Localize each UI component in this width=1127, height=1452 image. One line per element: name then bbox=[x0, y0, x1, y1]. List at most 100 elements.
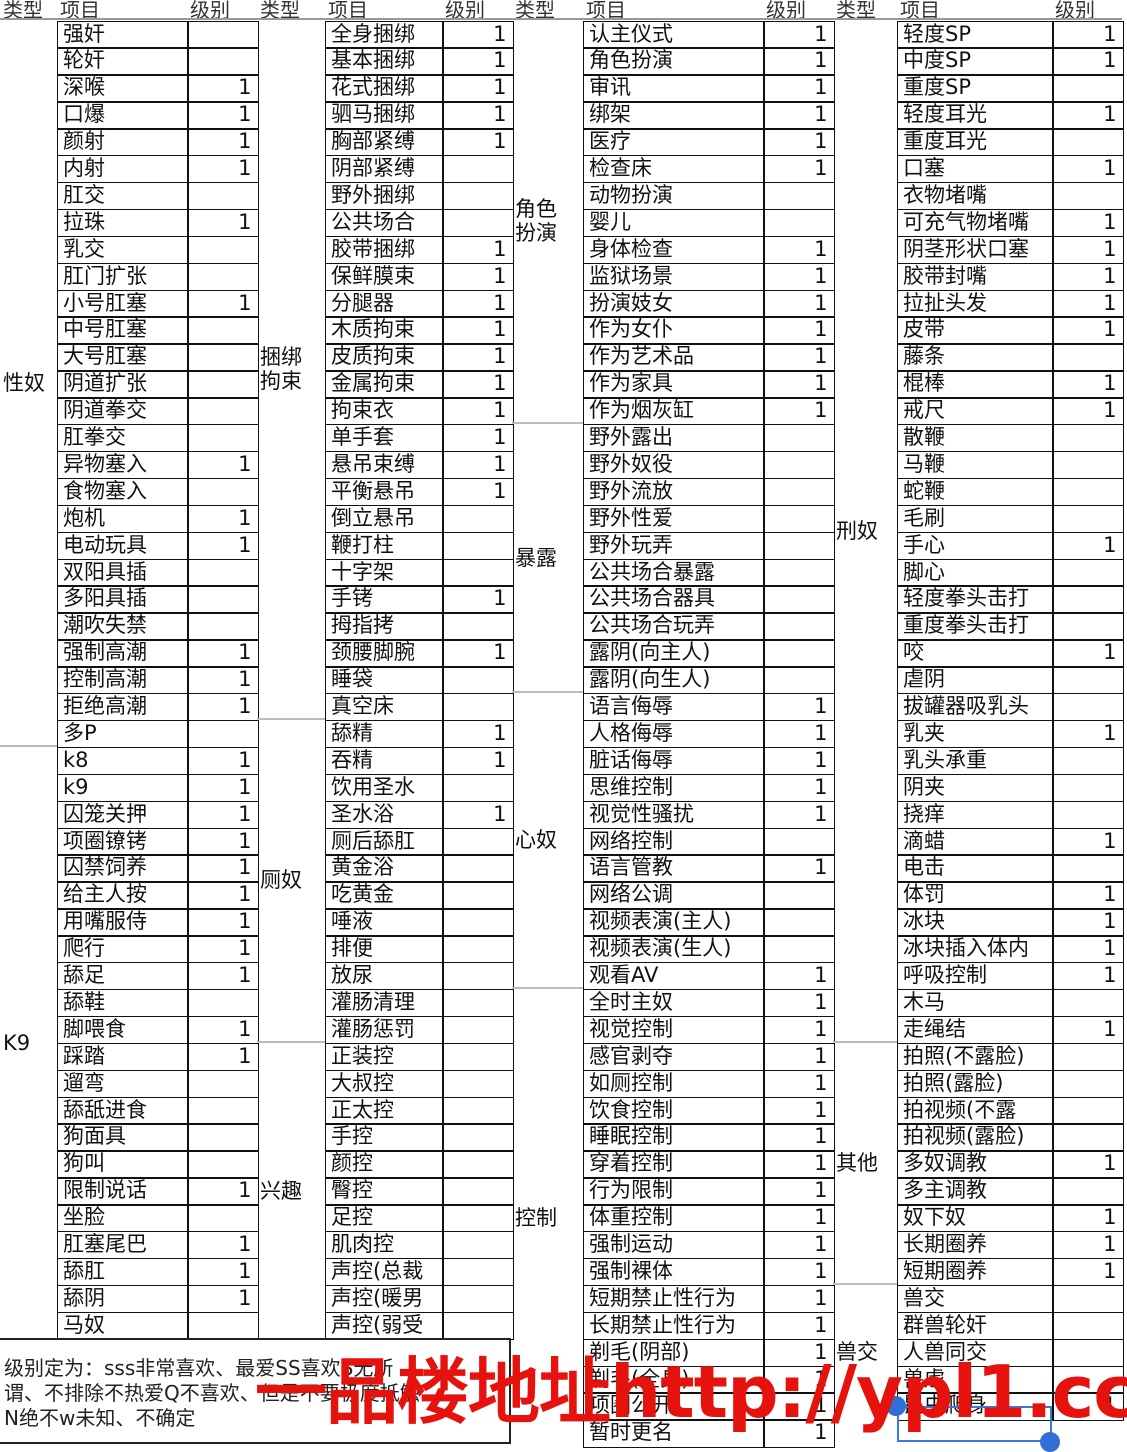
level-cell[interactable] bbox=[187, 612, 259, 641]
level-cell[interactable]: 1 bbox=[1052, 397, 1124, 426]
item-cell[interactable]: 拍视频(露脸) bbox=[897, 1123, 1054, 1152]
item-cell[interactable]: 戒尺 bbox=[897, 397, 1054, 426]
level-cell[interactable] bbox=[1052, 854, 1124, 883]
item-cell[interactable]: 感官剥夺 bbox=[583, 1042, 765, 1072]
item-cell[interactable]: 十字架 bbox=[325, 558, 444, 587]
item-cell[interactable]: 行为限制 bbox=[583, 1177, 765, 1206]
level-cell[interactable] bbox=[187, 316, 259, 345]
item-cell[interactable]: 肛塞尾巴 bbox=[57, 1231, 189, 1260]
level-cell[interactable] bbox=[187, 397, 259, 426]
item-cell[interactable]: 群兽轮奸 bbox=[897, 1311, 1054, 1341]
item-cell[interactable]: k8 bbox=[57, 746, 189, 776]
level-cell[interactable] bbox=[1052, 558, 1124, 587]
level-cell[interactable] bbox=[1052, 128, 1124, 157]
level-cell[interactable] bbox=[1052, 181, 1124, 211]
level-cell[interactable]: 1 bbox=[763, 1311, 835, 1341]
level-cell[interactable] bbox=[763, 208, 835, 238]
item-cell[interactable]: 坐脸 bbox=[57, 1204, 189, 1233]
item-cell[interactable]: 作为女仆 bbox=[583, 316, 765, 345]
level-cell[interactable]: 1 bbox=[763, 155, 835, 184]
item-cell[interactable]: 基本捆绑 bbox=[325, 47, 444, 76]
item-cell[interactable]: 暂时更名 bbox=[583, 1419, 765, 1448]
level-cell[interactable] bbox=[763, 612, 835, 641]
item-cell[interactable]: 食物塞入 bbox=[57, 477, 189, 507]
item-cell[interactable]: 肛拳交 bbox=[57, 424, 189, 453]
item-cell[interactable]: 散鞭 bbox=[897, 424, 1054, 453]
level-cell[interactable]: 1 bbox=[1052, 1015, 1124, 1045]
item-cell[interactable]: 正装控 bbox=[325, 1042, 444, 1072]
level-cell[interactable] bbox=[187, 181, 259, 211]
level-cell[interactable] bbox=[187, 424, 259, 453]
level-cell[interactable]: 1 bbox=[763, 1015, 835, 1045]
item-cell[interactable]: 作为艺术品 bbox=[583, 343, 765, 372]
level-cell[interactable]: 1 bbox=[187, 746, 259, 776]
item-cell[interactable]: 唾液 bbox=[325, 908, 444, 937]
item-cell[interactable]: 囚禁饲养 bbox=[57, 854, 189, 883]
item-cell[interactable]: 审讯 bbox=[583, 74, 765, 103]
item-cell[interactable]: 饮用圣水 bbox=[325, 773, 444, 803]
level-cell[interactable] bbox=[763, 477, 835, 507]
level-cell[interactable]: 1 bbox=[763, 1257, 835, 1287]
level-cell[interactable]: 1 bbox=[763, 1123, 835, 1152]
item-cell[interactable]: 大叔控 bbox=[325, 1069, 444, 1098]
item-cell[interactable]: 脚心 bbox=[897, 558, 1054, 587]
level-cell[interactable]: 1 bbox=[187, 1015, 259, 1045]
level-cell[interactable]: 1 bbox=[1052, 101, 1124, 130]
item-cell[interactable]: 肛门扩张 bbox=[57, 262, 189, 291]
item-cell[interactable]: 绑架 bbox=[583, 101, 765, 130]
level-cell[interactable]: 1 bbox=[1052, 208, 1124, 238]
level-cell[interactable]: 1 bbox=[763, 235, 835, 265]
item-cell[interactable]: 轻度SP bbox=[897, 20, 1054, 49]
item-cell[interactable]: 冰块插入体内 bbox=[897, 935, 1054, 964]
level-cell[interactable] bbox=[187, 235, 259, 265]
level-cell[interactable]: 1 bbox=[763, 316, 835, 345]
level-cell[interactable] bbox=[1052, 1096, 1124, 1125]
level-cell[interactable]: 1 bbox=[187, 962, 259, 991]
item-cell[interactable]: 舔精 bbox=[325, 719, 444, 749]
cell-selection-box[interactable] bbox=[897, 1406, 1052, 1442]
level-cell[interactable] bbox=[1052, 1042, 1124, 1072]
item-cell[interactable]: 马奴 bbox=[57, 1311, 189, 1341]
level-cell[interactable]: 1 bbox=[763, 693, 835, 722]
item-cell[interactable]: 网络公调 bbox=[583, 881, 765, 910]
item-cell[interactable]: 多主调教 bbox=[897, 1177, 1054, 1206]
item-cell[interactable]: 思维控制 bbox=[583, 773, 765, 803]
level-cell[interactable] bbox=[442, 1311, 514, 1341]
level-cell[interactable]: 1 bbox=[442, 477, 514, 507]
item-cell[interactable]: 项圈镣铐 bbox=[57, 827, 189, 856]
level-cell[interactable]: 1 bbox=[763, 101, 835, 130]
item-cell[interactable]: 限制说话 bbox=[57, 1177, 189, 1206]
item-cell[interactable]: 悬吊束缚 bbox=[325, 450, 444, 480]
item-cell[interactable]: 轮奸 bbox=[57, 47, 189, 76]
item-cell[interactable]: 野外露出 bbox=[583, 424, 765, 453]
level-cell[interactable]: 1 bbox=[187, 854, 259, 883]
level-cell[interactable] bbox=[1052, 773, 1124, 803]
item-cell[interactable]: 蛇鞭 bbox=[897, 477, 1054, 507]
level-cell[interactable] bbox=[1052, 693, 1124, 722]
level-cell[interactable]: 1 bbox=[1052, 235, 1124, 265]
level-cell[interactable] bbox=[763, 827, 835, 856]
level-cell[interactable]: 1 bbox=[187, 693, 259, 722]
item-cell[interactable]: 口塞 bbox=[897, 155, 1054, 184]
level-cell[interactable] bbox=[187, 558, 259, 587]
level-cell[interactable] bbox=[442, 1069, 514, 1098]
level-cell[interactable]: 1 bbox=[763, 397, 835, 426]
level-cell[interactable]: 1 bbox=[187, 908, 259, 937]
level-cell[interactable]: 1 bbox=[187, 1177, 259, 1206]
level-cell[interactable]: 1 bbox=[763, 20, 835, 49]
item-cell[interactable]: 短期圈养 bbox=[897, 1257, 1054, 1287]
level-cell[interactable]: 1 bbox=[763, 343, 835, 372]
level-cell[interactable]: 1 bbox=[763, 800, 835, 829]
level-cell[interactable]: 1 bbox=[187, 128, 259, 157]
item-cell[interactable]: 胸部紧缚 bbox=[325, 128, 444, 157]
item-cell[interactable]: 正太控 bbox=[325, 1096, 444, 1125]
item-cell[interactable]: 灌肠惩罚 bbox=[325, 1015, 444, 1045]
item-cell[interactable]: 扮演妓女 bbox=[583, 289, 765, 318]
item-cell[interactable]: 检查床 bbox=[583, 155, 765, 184]
item-cell[interactable]: 冰块 bbox=[897, 908, 1054, 937]
level-cell[interactable]: 1 bbox=[442, 746, 514, 776]
item-cell[interactable]: 深喉 bbox=[57, 74, 189, 103]
item-cell[interactable]: 多奴调教 bbox=[897, 1150, 1054, 1179]
level-cell[interactable]: 1 bbox=[1052, 531, 1124, 560]
level-cell[interactable] bbox=[187, 477, 259, 507]
